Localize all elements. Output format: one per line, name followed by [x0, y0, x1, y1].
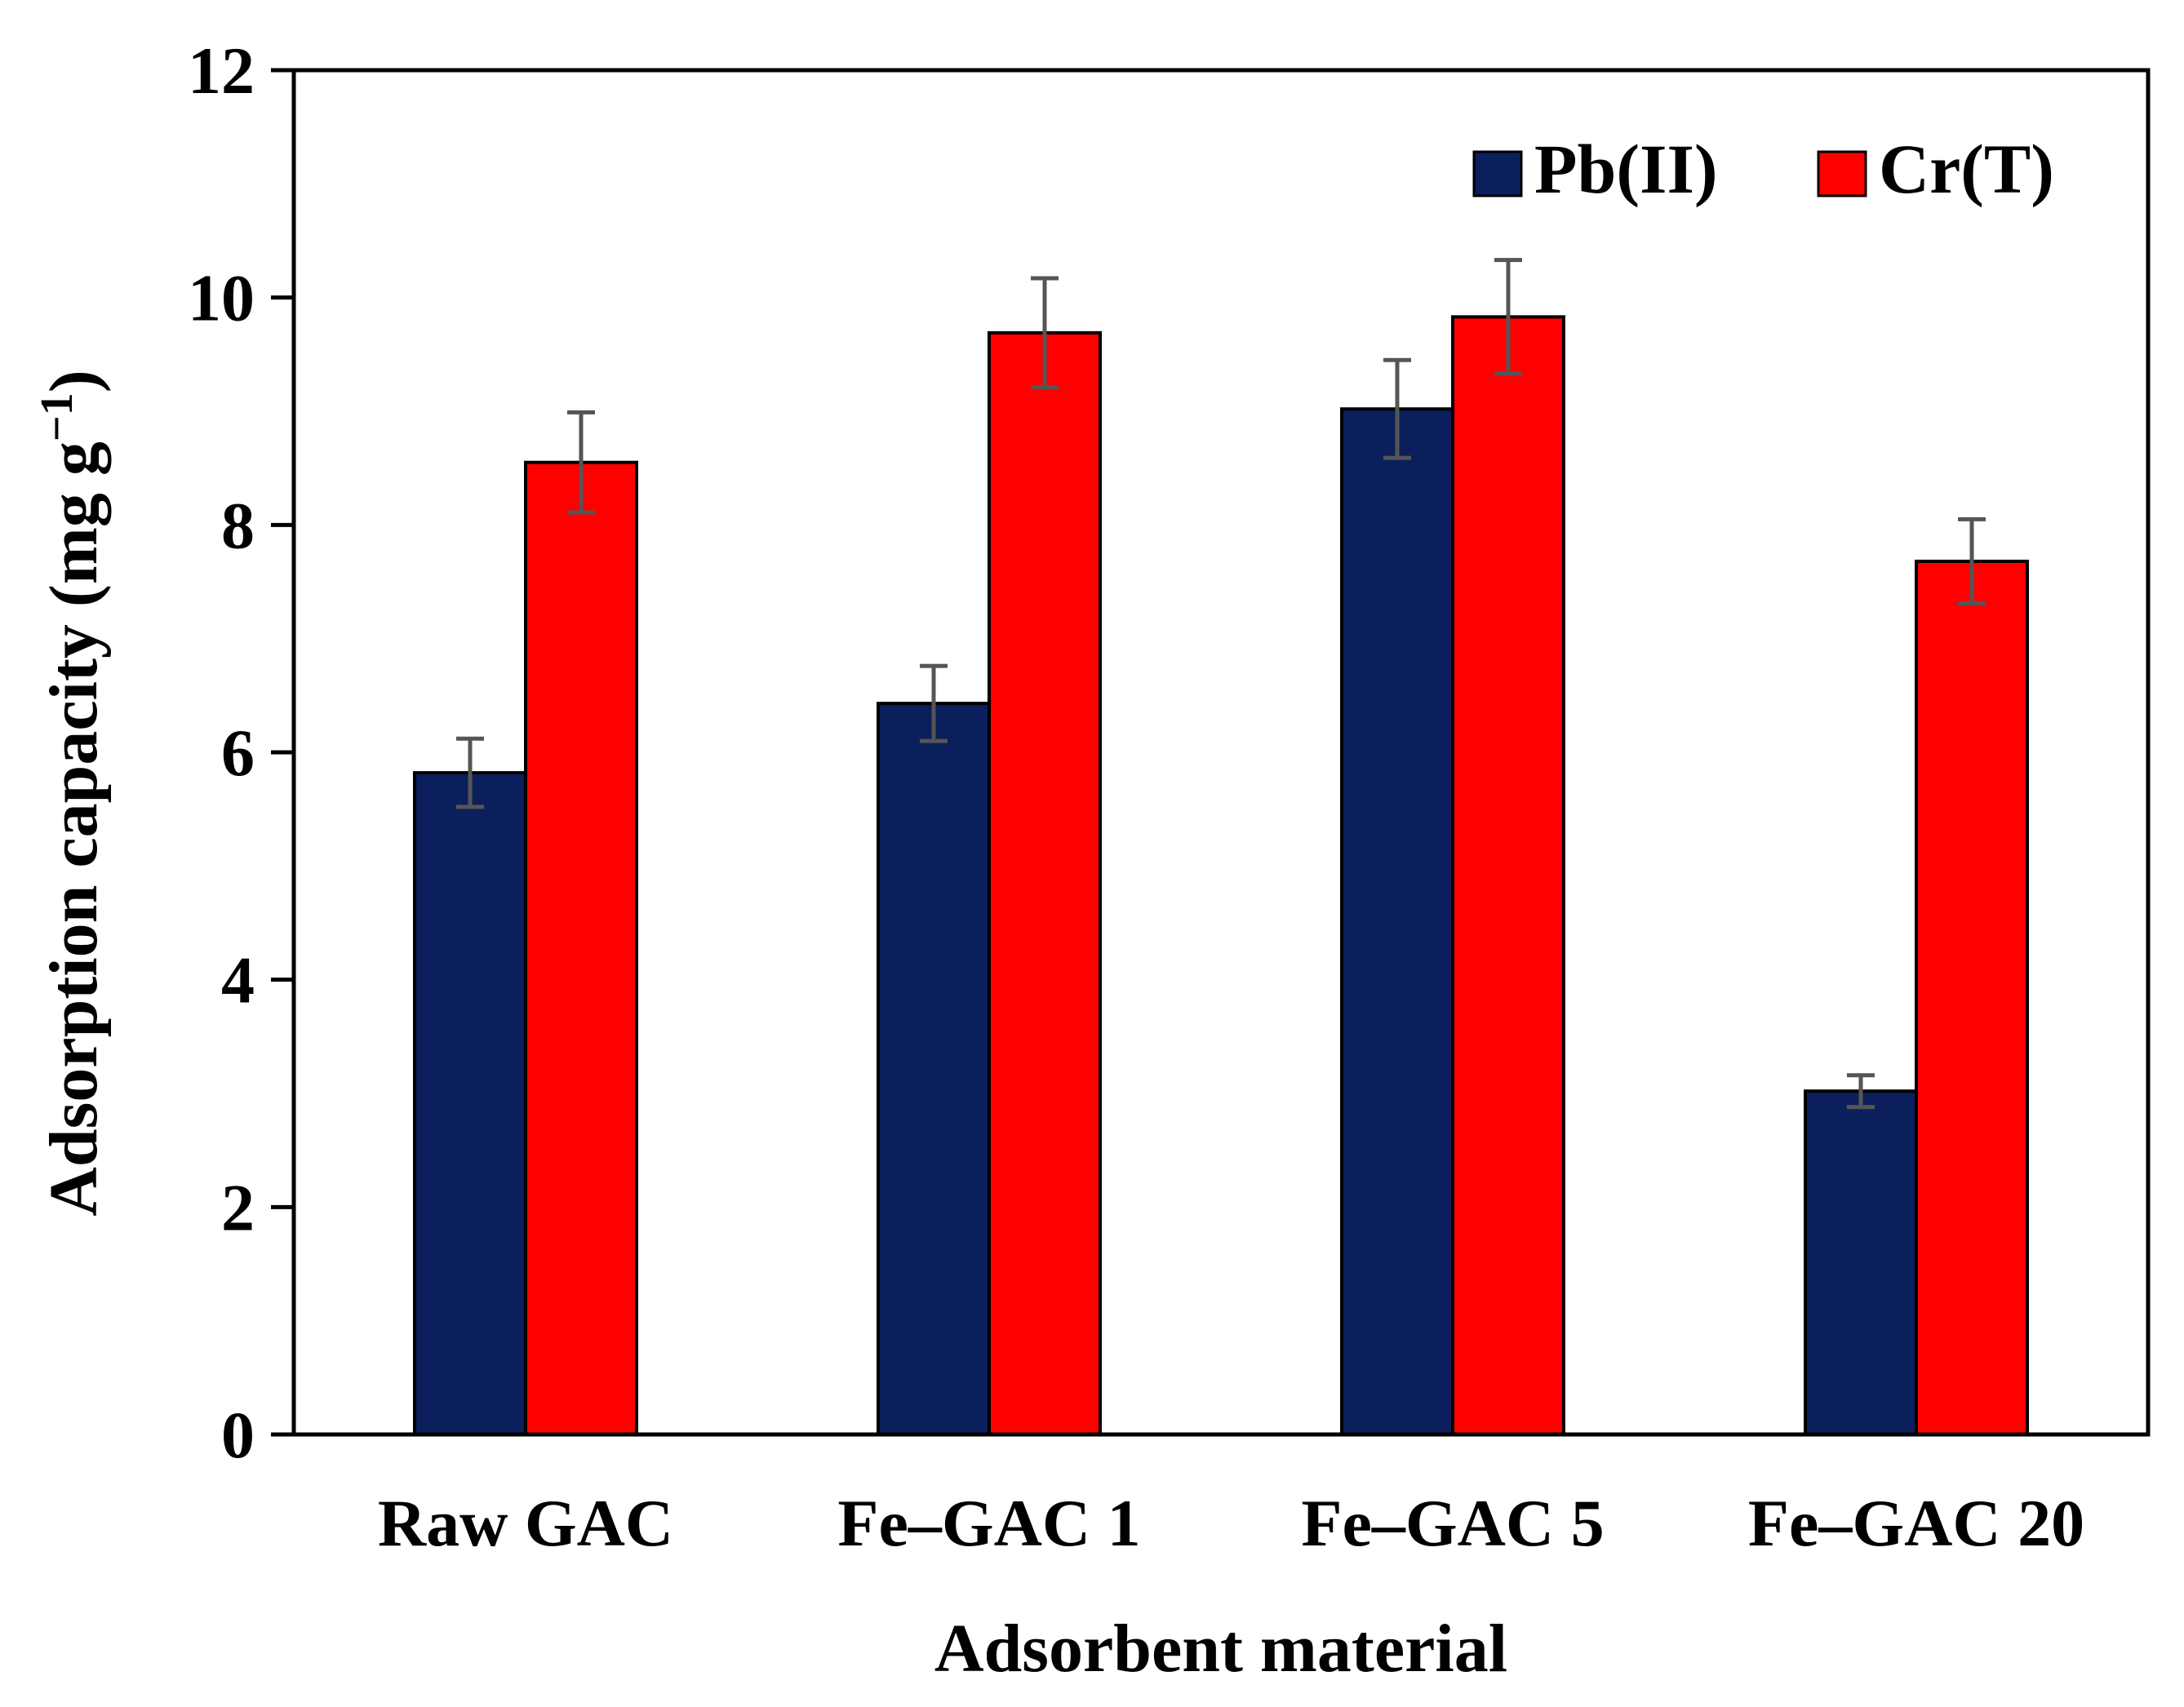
bar-pb-ii-raw-gac — [413, 771, 527, 1436]
legend-label-cr: Cr(T) — [1879, 130, 2054, 208]
y-tick-label: 4 — [221, 943, 255, 1018]
bar-cr-t-fe-gac-1 — [988, 330, 1102, 1436]
bar-cr-t-raw-gac — [524, 460, 638, 1437]
y-axis-title-superscript: −1 — [32, 392, 82, 441]
x-axis-title: Adsorbent material — [934, 1611, 1507, 1687]
x-category-label: Fe–GAC 1 — [837, 1486, 1140, 1560]
y-tick-label: 12 — [188, 33, 255, 108]
bar-cr-t-fe-gac-5 — [1451, 315, 1565, 1436]
error-bars-layer — [456, 258, 1986, 1110]
bar-pb-ii-fe-gac-20 — [1804, 1089, 1918, 1437]
y-axis-title-close: ) — [36, 370, 112, 392]
y-tick-label: 6 — [221, 716, 255, 790]
category-labels-layer: Raw GAC Fe–GAC 1 Fe–GAC 5 Fe–GAC 20 — [378, 1486, 2084, 1560]
bar-pb-ii-fe-gac-5 — [1340, 407, 1454, 1436]
x-category-label: Fe–GAC 20 — [1748, 1486, 2084, 1560]
x-category-label: Fe–GAC 5 — [1301, 1486, 1604, 1560]
legend-swatch-pb — [1472, 150, 1523, 197]
legend: Pb(II) Cr(T) — [1472, 130, 2054, 208]
y-tick-label: 10 — [188, 261, 255, 335]
y-tick-label: 2 — [221, 1170, 255, 1244]
y-axis-title: Adsorption capacity (mg g−1) — [32, 370, 112, 1217]
legend-swatch-cr — [1817, 150, 1867, 197]
x-category-label: Raw GAC — [378, 1486, 673, 1560]
bar-pb-ii-fe-gac-1 — [877, 702, 991, 1436]
y-tick-label: 0 — [221, 1398, 255, 1472]
y-axis-title-main: Adsorption capacity (mg g — [36, 441, 112, 1217]
bars-layer — [413, 315, 2029, 1437]
bar-cr-t-fe-gac-20 — [1915, 559, 2029, 1436]
y-ticks-layer: 0 2 4 6 8 10 12 — [188, 33, 294, 1472]
y-tick-label: 8 — [221, 488, 255, 562]
legend-label-pb: Pb(II) — [1534, 130, 1718, 208]
